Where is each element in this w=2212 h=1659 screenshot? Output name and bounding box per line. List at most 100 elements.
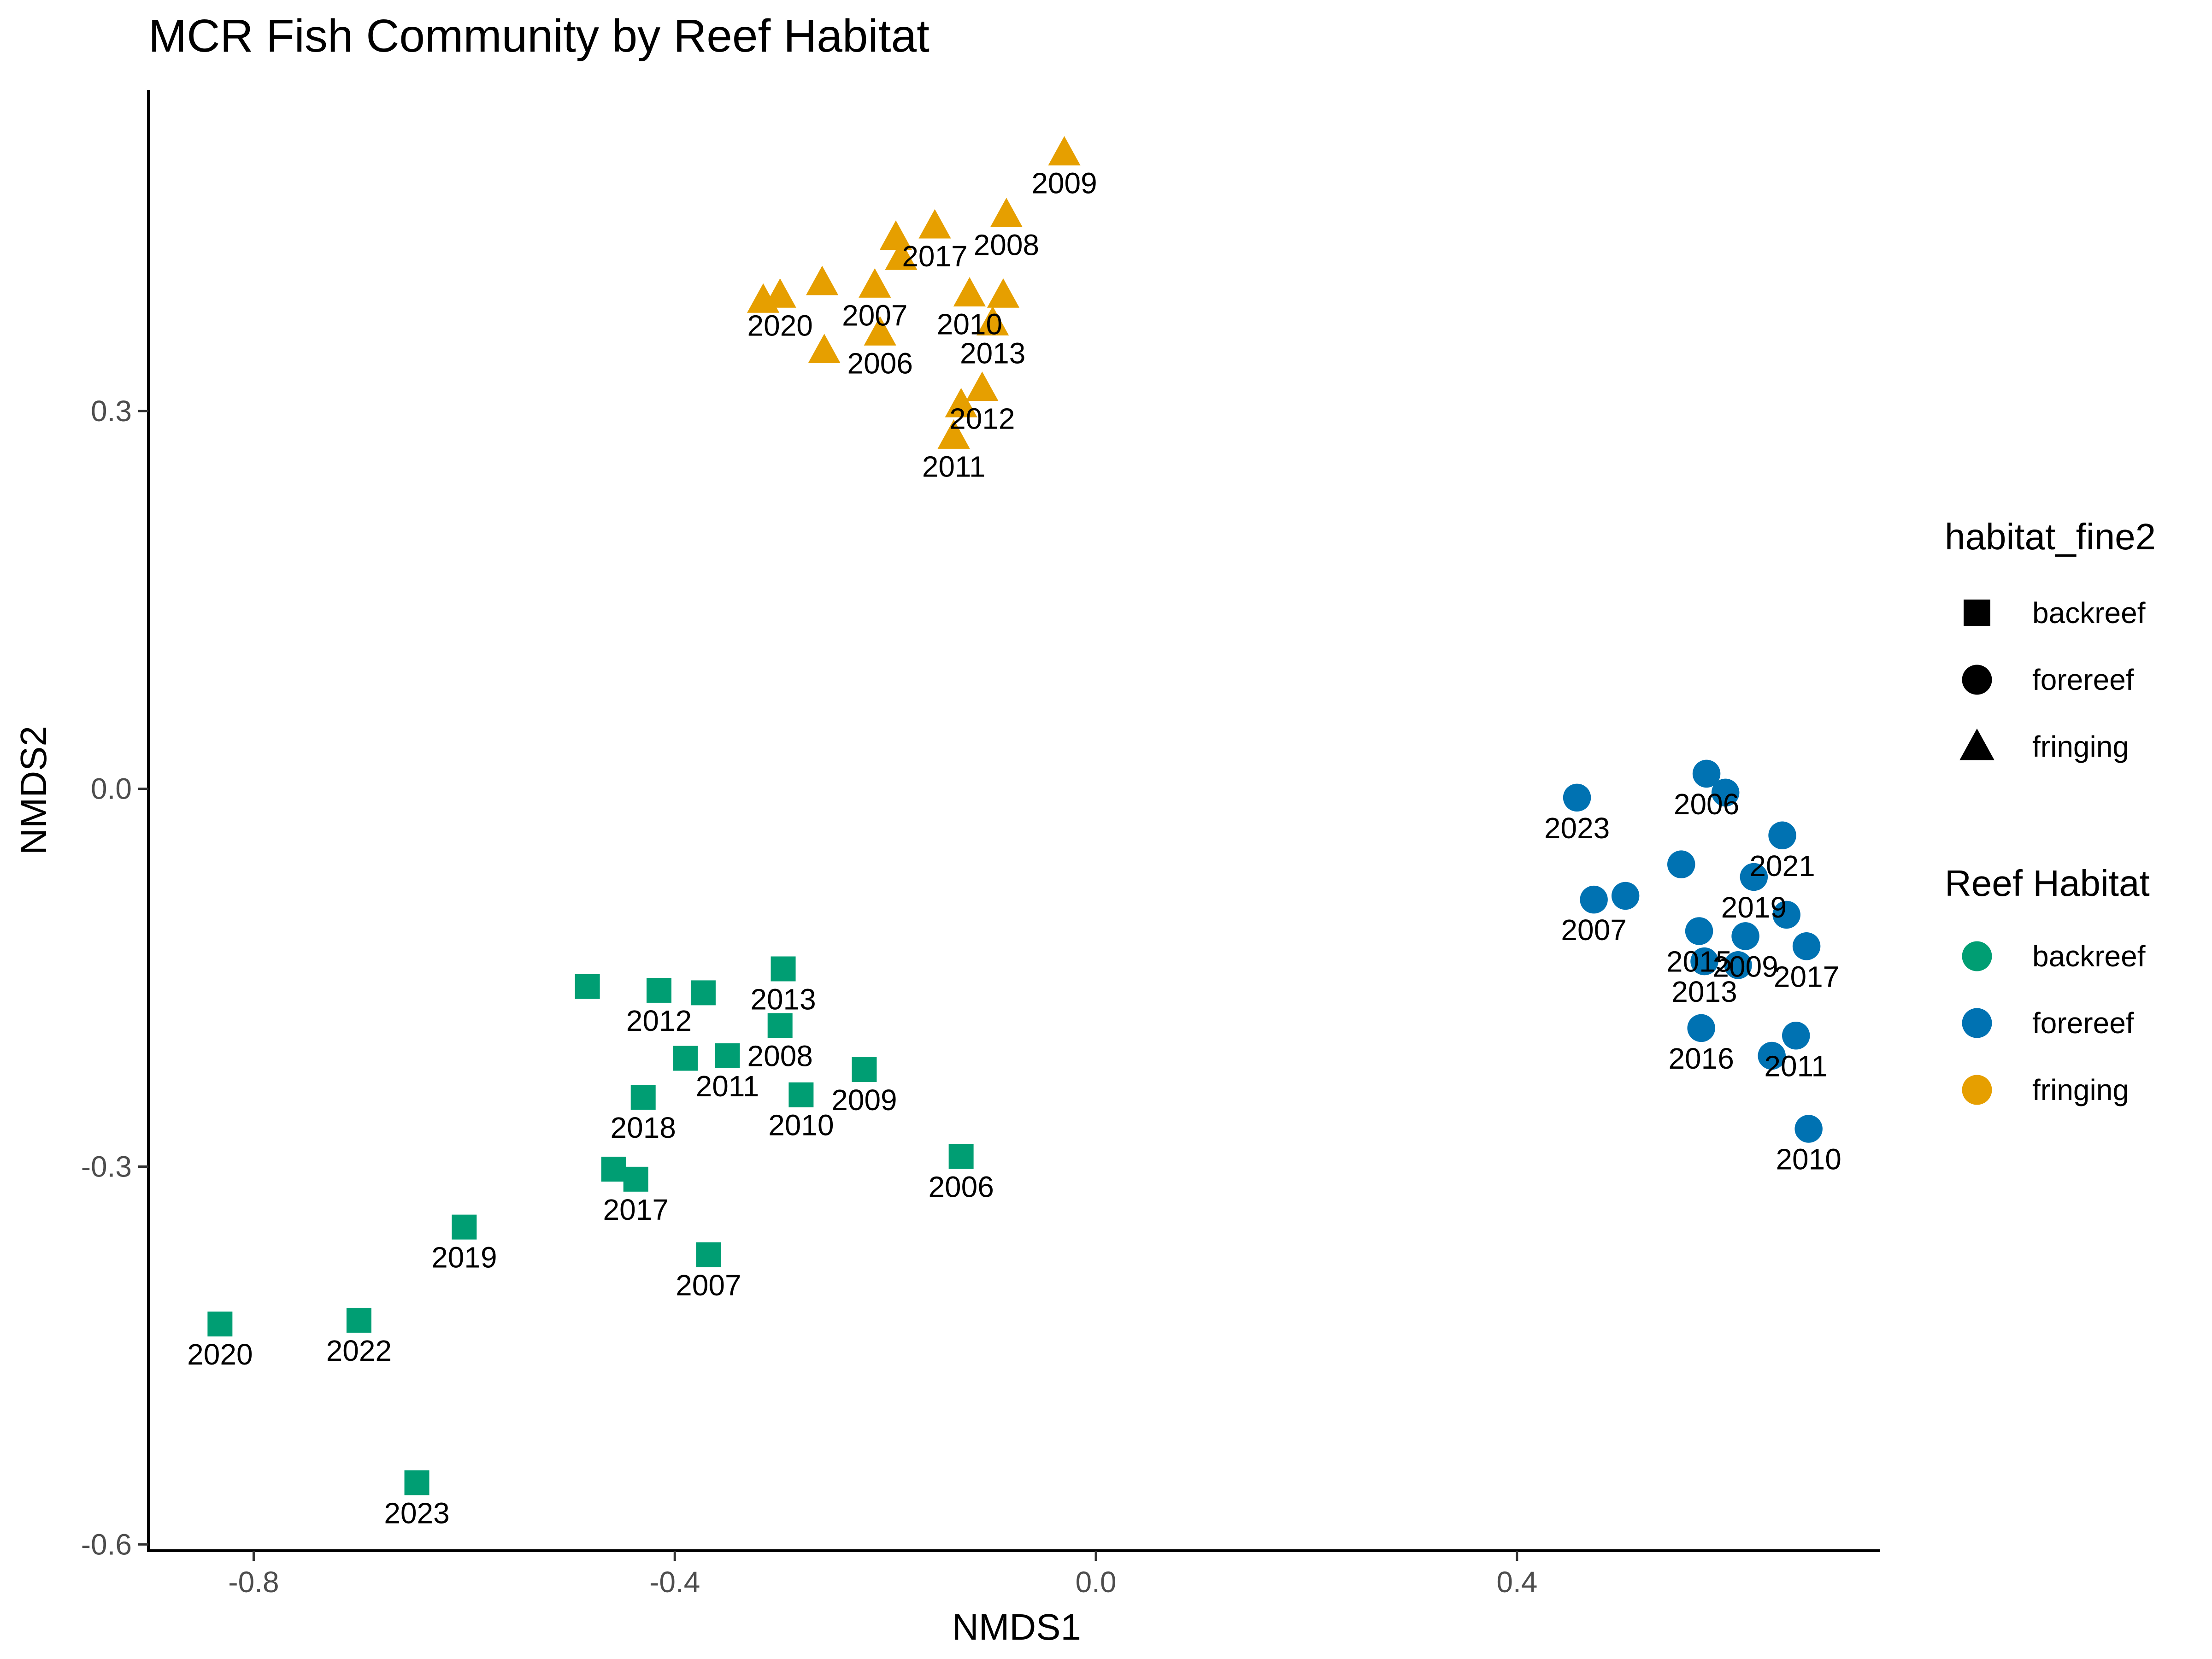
data-point xyxy=(404,1470,429,1495)
y-tick-label: -0.6 xyxy=(81,1528,132,1561)
data-point xyxy=(673,1046,698,1071)
data-point xyxy=(1758,1041,1786,1070)
data-point xyxy=(879,220,912,250)
data-point xyxy=(918,209,951,239)
point-label: 2007 xyxy=(842,299,907,332)
data-point xyxy=(937,419,970,449)
point-label: 2020 xyxy=(747,309,813,342)
data-point xyxy=(452,1214,477,1240)
legend-label: fringing xyxy=(2032,730,2129,763)
data-point xyxy=(630,1085,656,1110)
point-label: 2015 xyxy=(1666,945,1732,978)
legend-title: Reef Habitat xyxy=(1945,863,2150,904)
point-label: 2018 xyxy=(611,1111,676,1144)
legend-title: habitat_fine2 xyxy=(1945,516,2156,557)
series-backreef xyxy=(207,956,974,1495)
data-point xyxy=(696,1242,721,1267)
point-label: 2011 xyxy=(922,450,986,483)
y-tick-label: 0.3 xyxy=(91,394,132,428)
point-label: 2007 xyxy=(1561,913,1626,947)
point-label: 2009 xyxy=(831,1083,897,1117)
point-label: 2006 xyxy=(847,347,913,380)
data-point xyxy=(623,1166,648,1192)
point-label: 2013 xyxy=(750,982,816,1016)
data-point xyxy=(646,977,671,1003)
data-point xyxy=(953,277,986,307)
data-point xyxy=(771,956,796,982)
data-point xyxy=(1711,778,1740,807)
legend-key-fringing xyxy=(1962,1075,1992,1105)
point-label: 2020 xyxy=(187,1338,253,1371)
legend-key-forereef xyxy=(1962,1008,1992,1038)
point-label: 2009 xyxy=(1712,950,1778,983)
data-point xyxy=(1580,885,1608,914)
point-label: 2009 xyxy=(1031,167,1097,200)
point-label: 2022 xyxy=(326,1334,392,1367)
data-point xyxy=(987,278,1020,308)
data-point xyxy=(767,1013,793,1038)
point-label: 2012 xyxy=(949,402,1015,435)
data-point xyxy=(1740,863,1768,891)
data-point xyxy=(859,268,891,298)
data-point xyxy=(346,1307,371,1333)
legend-key-backreef xyxy=(1962,941,1992,971)
point-label: 2011 xyxy=(1764,1049,1828,1082)
data-point xyxy=(1782,1022,1810,1050)
point-label: 2008 xyxy=(974,229,1039,262)
point-label: 2006 xyxy=(1674,788,1739,821)
data-point xyxy=(806,265,839,295)
point-label: 2006 xyxy=(928,1171,994,1204)
x-tick-label: 0.0 xyxy=(1076,1565,1117,1599)
data-point xyxy=(945,388,977,418)
data-point xyxy=(1687,1014,1715,1042)
legend-label: forereef xyxy=(2032,663,2134,696)
data-point xyxy=(1667,850,1695,878)
point-label: 2023 xyxy=(1544,812,1610,845)
point-label: 2017 xyxy=(1774,960,1839,993)
point-label: 2017 xyxy=(902,240,967,273)
x-axis-title: NMDS1 xyxy=(952,1606,1081,1647)
point-labels: 2020 2022 2023 2019 2017 2018 2012 2007 2011 2008… xyxy=(187,167,1841,1530)
data-point xyxy=(575,974,600,999)
legend-label: backreef xyxy=(2032,940,2146,973)
data-point xyxy=(1690,947,1718,976)
legend-key-forereef xyxy=(1962,665,1992,695)
point-label: 2007 xyxy=(676,1269,741,1302)
data-point xyxy=(764,278,796,308)
data-point xyxy=(715,1043,740,1069)
series-fringing xyxy=(747,136,1081,449)
data-point xyxy=(977,306,1009,335)
data-point xyxy=(885,241,918,270)
chart-title: MCR Fish Community by Reef Habitat xyxy=(148,10,930,62)
y-axis-title: NMDS2 xyxy=(13,726,54,855)
data-point xyxy=(864,316,896,346)
point-label: 2021 xyxy=(1749,849,1815,882)
data-point xyxy=(1792,932,1821,960)
data-point xyxy=(1731,922,1759,950)
data-point xyxy=(690,980,716,1006)
data-point xyxy=(808,334,841,364)
point-label: 2016 xyxy=(1668,1042,1734,1075)
data-point xyxy=(1794,1115,1823,1143)
legend-label: forereef xyxy=(2032,1006,2134,1040)
point-label: 2011 xyxy=(696,1070,759,1103)
series-forereef xyxy=(1563,759,1823,1143)
point-label: 2017 xyxy=(603,1193,669,1226)
point-label: 2013 xyxy=(1671,975,1737,1008)
y-tick-label: -0.3 xyxy=(81,1150,132,1183)
legend-label: fringing xyxy=(2032,1073,2129,1106)
point-label: 2023 xyxy=(384,1496,449,1530)
point-label: 2013 xyxy=(960,337,1025,370)
data-point xyxy=(948,1144,974,1169)
point-label: 2010 xyxy=(937,308,1002,341)
data-point xyxy=(601,1156,626,1182)
legend-key-fringing xyxy=(1959,728,1994,760)
plot-area xyxy=(147,90,1880,1552)
data-point xyxy=(207,1312,233,1337)
data-point xyxy=(1768,821,1796,850)
point-label: 2019 xyxy=(431,1241,497,1274)
data-point xyxy=(1724,951,1752,979)
point-label: 2010 xyxy=(768,1109,834,1142)
